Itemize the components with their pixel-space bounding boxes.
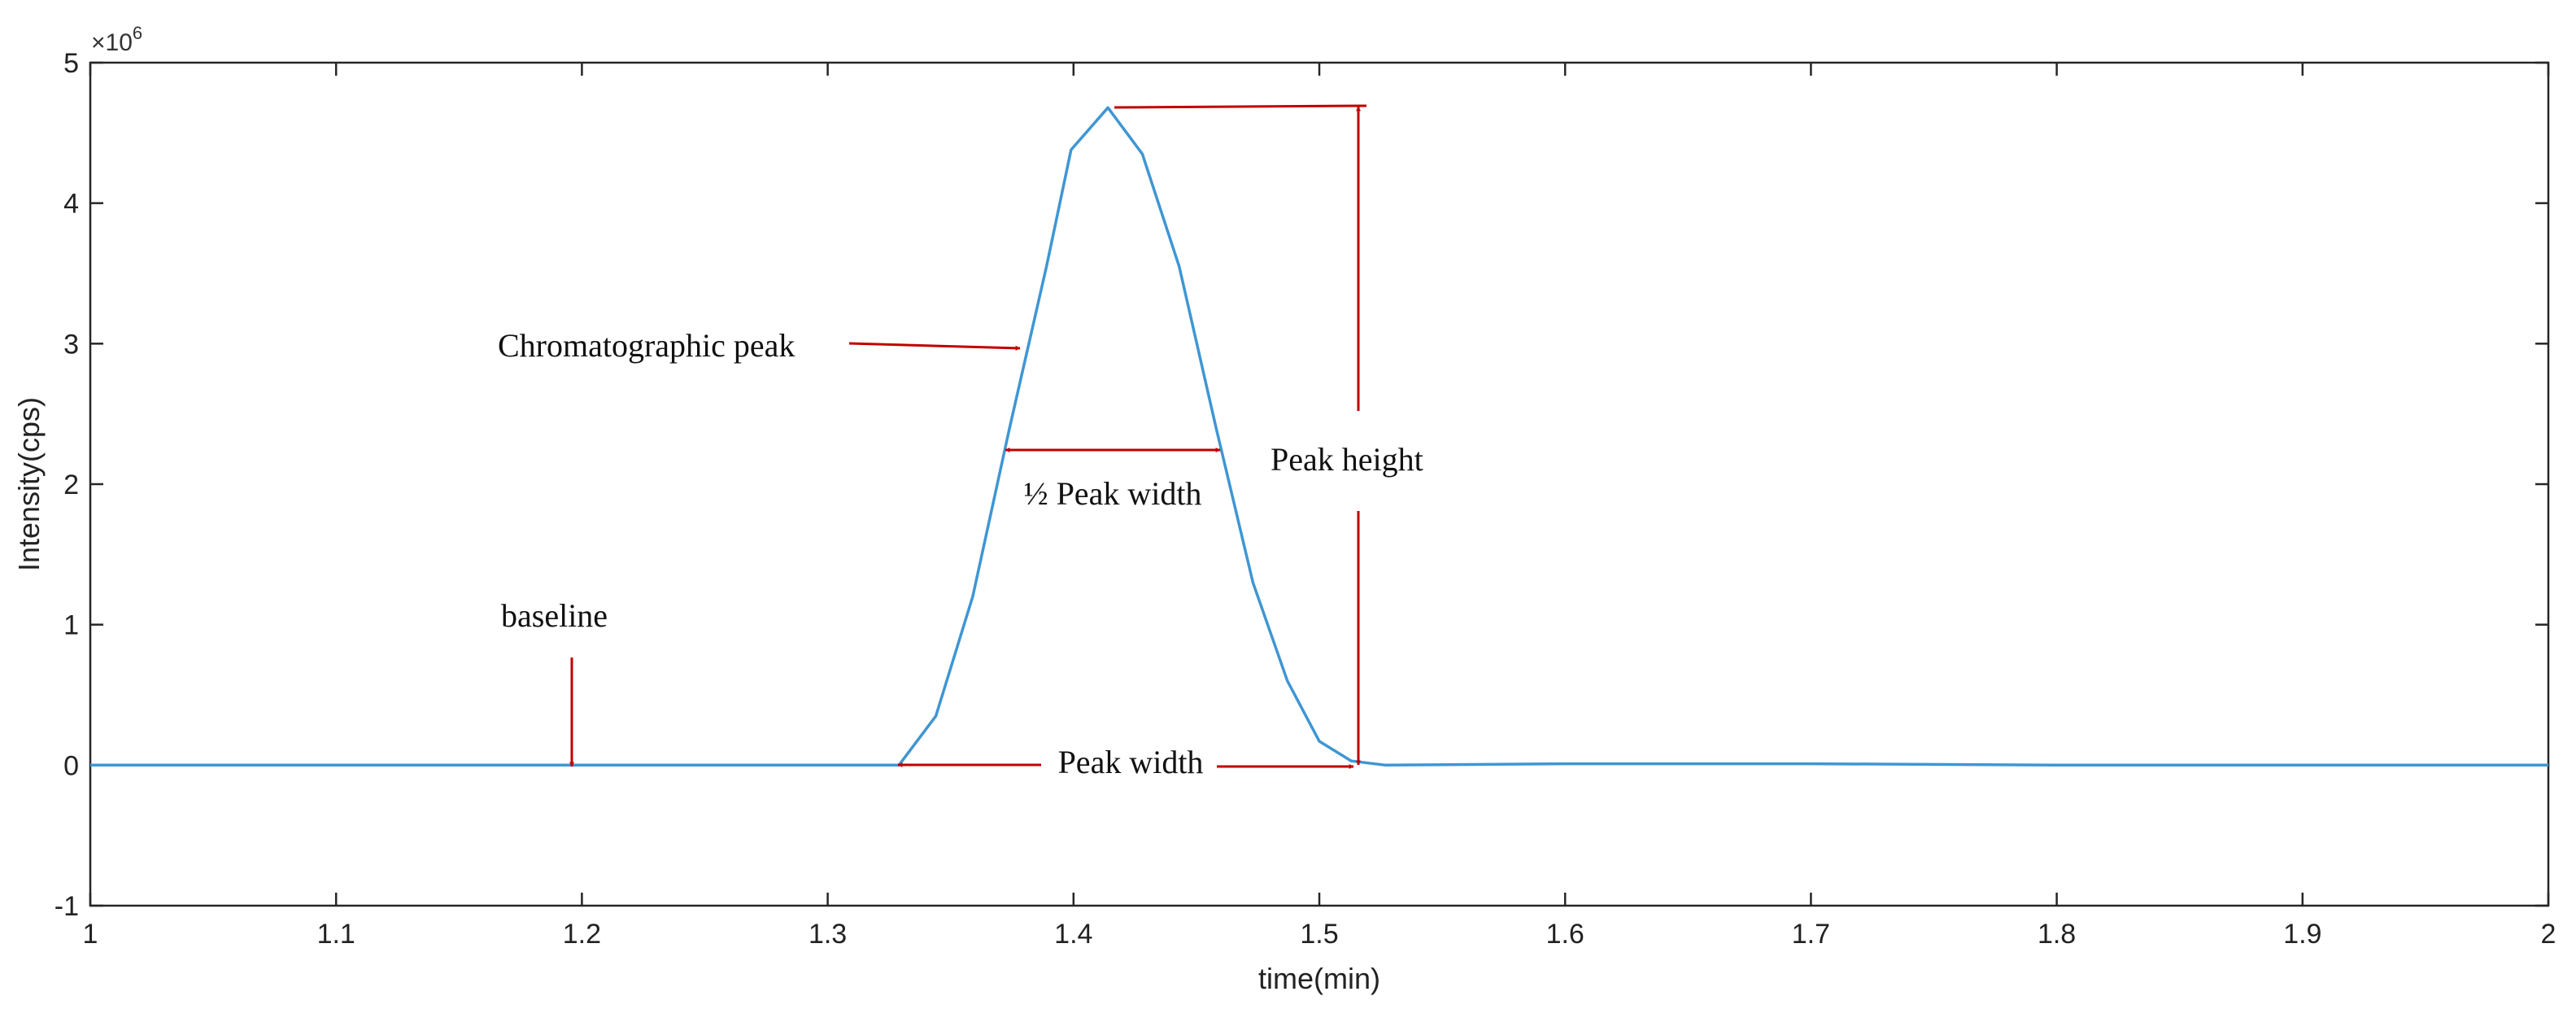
- baseline-label: baseline: [501, 597, 608, 634]
- peak-top-reference-line: [1114, 104, 1367, 109]
- x-tick-label-4: 1.4: [1054, 919, 1092, 950]
- x-axis-title: time(min): [1258, 962, 1380, 995]
- axis-ticks: [89, 61, 2550, 907]
- x-tick-label-2: 1.2: [563, 919, 601, 950]
- chromatographic-peak-arrow: [848, 342, 1021, 351]
- y-tick-label-0: -1: [54, 891, 79, 922]
- series-line: [90, 106, 2548, 767]
- y-axis-title: Intensity(cps): [12, 397, 46, 571]
- y-tick-label-1: 0: [63, 750, 79, 781]
- plot-frame: [89, 61, 2550, 907]
- y-tick-label-4: 3: [63, 329, 79, 360]
- y-tick-label-5: 4: [63, 189, 79, 220]
- x-tick-label-5: 1.5: [1300, 919, 1338, 950]
- x-tick-label-8: 1.8: [2038, 919, 2076, 950]
- x-tick-label-0: 1: [83, 919, 98, 950]
- y-tick-label-2: 1: [63, 610, 79, 641]
- x-tick-label-1: 1.1: [317, 919, 355, 950]
- y-axis-exponent-base: ×10: [91, 29, 133, 56]
- y-tick-label-6: 5: [63, 48, 79, 79]
- axis-tick-labels: 1 1.1 1.2 1.3 1.4 1.5 1.6 1.7 1.8 1.9 2 -1 0 1 2 3 4 5: [54, 48, 2556, 950]
- x-tick-label-9: 1.9: [2283, 919, 2321, 950]
- x-tick-label-7: 1.7: [1792, 919, 1830, 950]
- peak-height-label: Peak height: [1271, 441, 1423, 478]
- half-peak-width-label: ½ Peak width: [1024, 475, 1202, 512]
- peak-width-label: Peak width: [1058, 744, 1204, 780]
- chromatographic-peak-label: Chromatographic peak: [498, 327, 795, 364]
- annotation-arrows: [569, 104, 1367, 769]
- y-axis-exponent: ×106: [91, 23, 142, 56]
- y-tick-label-3: 2: [63, 470, 79, 500]
- x-tick-label-6: 1.6: [1546, 919, 1584, 950]
- y-axis-exponent-power: 6: [133, 23, 142, 43]
- x-tick-label-10: 2: [2541, 919, 2556, 950]
- x-tick-label-3: 1.3: [809, 919, 847, 950]
